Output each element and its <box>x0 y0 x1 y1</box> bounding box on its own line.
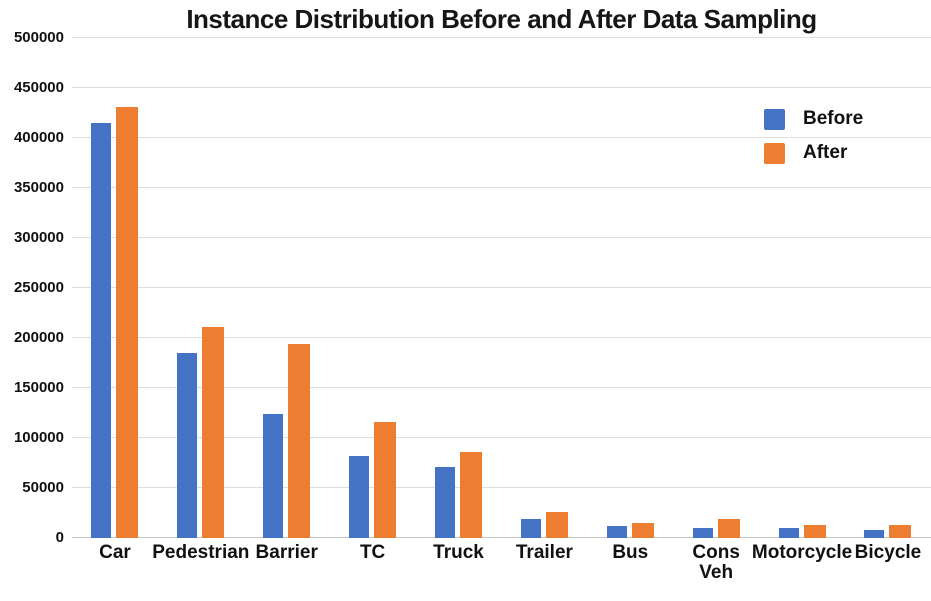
bar-group-cons-veh: Cons Veh <box>692 519 740 582</box>
y-axis-tick-label-200000: 200000 <box>13 329 64 346</box>
gridline-50000 <box>72 487 931 488</box>
y-axis-tick-label-350000: 350000 <box>13 179 64 196</box>
bar-cons-veh-after <box>717 519 740 538</box>
bar-truck-before <box>435 466 455 538</box>
gridline-150000 <box>72 387 931 388</box>
y-axis-tick-label-300000: 300000 <box>13 229 64 246</box>
y-axis-tick-label-250000: 250000 <box>13 279 64 296</box>
x-axis-label-tc: TC <box>359 542 386 563</box>
x-axis-label-pedestrian: Pedestrian <box>152 542 250 563</box>
gridline-250000 <box>72 287 931 288</box>
y-axis-tick-label-150000: 150000 <box>13 379 64 396</box>
legend-label-after: After <box>803 142 848 163</box>
bar-barrier-after <box>288 344 311 538</box>
legend-label-before: Before <box>803 108 864 129</box>
x-axis-label-trailer: Trailer <box>515 542 573 563</box>
bar-group-bicycle: Bicycle <box>855 524 921 562</box>
x-axis-label-motorcycle: Motorcycle <box>751 542 853 563</box>
y-axis-tick-label-50000: 50000 <box>22 479 64 496</box>
y-axis-tick-label-450000: 450000 <box>13 79 64 96</box>
x-axis-label-truck: Truck <box>433 542 484 563</box>
bar-pedestrian-after <box>202 327 225 538</box>
bar-group-tc: TC <box>349 421 397 562</box>
bar-tc-after <box>374 421 397 538</box>
x-axis-label-barrier: Barrier <box>255 542 318 563</box>
y-axis: 0 50000 100000 150000 200000 250000 300000 3500… <box>0 29 66 546</box>
gridline-0 <box>72 537 931 538</box>
x-axis-label-bus: Bus <box>612 542 649 563</box>
gridline-300000 <box>72 237 931 238</box>
y-axis-tick-label-500000: 500000 <box>13 29 64 46</box>
x-axis-label-cons-veh: Cons Veh <box>692 542 740 583</box>
bar-groups: Car Pedestrian Barrier TC Truck Trailer Bus Con… <box>72 38 931 582</box>
gridline-400000 <box>72 137 931 138</box>
gridline-200000 <box>72 337 931 338</box>
bar-group-barrier: Barrier <box>256 344 318 562</box>
legend: Before After <box>764 108 863 164</box>
x-axis-label-car: Car <box>99 542 131 563</box>
bar-bicycle-after <box>889 524 912 538</box>
bar-group-pedestrian: Pedestrian <box>152 327 249 562</box>
bar-cons-veh-before <box>692 527 713 538</box>
gridline-100000 <box>72 437 931 438</box>
gridline-500000 <box>72 37 931 38</box>
bar-group-car: Car <box>91 106 139 562</box>
gridline-450000 <box>72 87 931 88</box>
bar-trailer-after <box>545 512 568 538</box>
bar-car-after <box>116 106 139 538</box>
bar-motorcycle-after <box>803 524 826 538</box>
legend-item-before: Before <box>764 108 863 130</box>
bar-pedestrian-before <box>177 352 198 538</box>
bar-group-motorcycle: Motorcycle <box>752 524 852 562</box>
y-axis-tick-label-100000: 100000 <box>13 429 64 446</box>
legend-swatch-after <box>764 142 785 164</box>
bar-group-trailer: Trailer <box>516 512 573 562</box>
bar-bicycle-before <box>864 530 885 538</box>
bar-motorcycle-before <box>778 528 799 538</box>
bar-trailer-before <box>520 518 541 538</box>
bar-group-truck: Truck <box>433 451 484 562</box>
legend-item-after: After <box>764 142 863 164</box>
bar-bus-before <box>606 526 627 538</box>
legend-swatch-before <box>764 108 785 130</box>
bar-truck-after <box>460 451 482 538</box>
bar-barrier-before <box>263 414 284 538</box>
y-axis-tick-label-0: 0 <box>55 529 64 546</box>
chart-title: Instance Distribution Before and After D… <box>186 4 817 34</box>
gridline-350000 <box>72 187 931 188</box>
bar-car-before <box>91 123 112 538</box>
bar-bus-after <box>631 522 654 538</box>
y-axis-tick-label-400000: 400000 <box>13 129 64 146</box>
plot-area: Car Pedestrian Barrier TC Truck Trailer Bus Con… <box>72 37 931 582</box>
bar-group-bus: Bus <box>606 522 654 562</box>
x-axis-label-bicycle: Bicycle <box>854 542 922 563</box>
bar-tc-before <box>349 455 370 538</box>
